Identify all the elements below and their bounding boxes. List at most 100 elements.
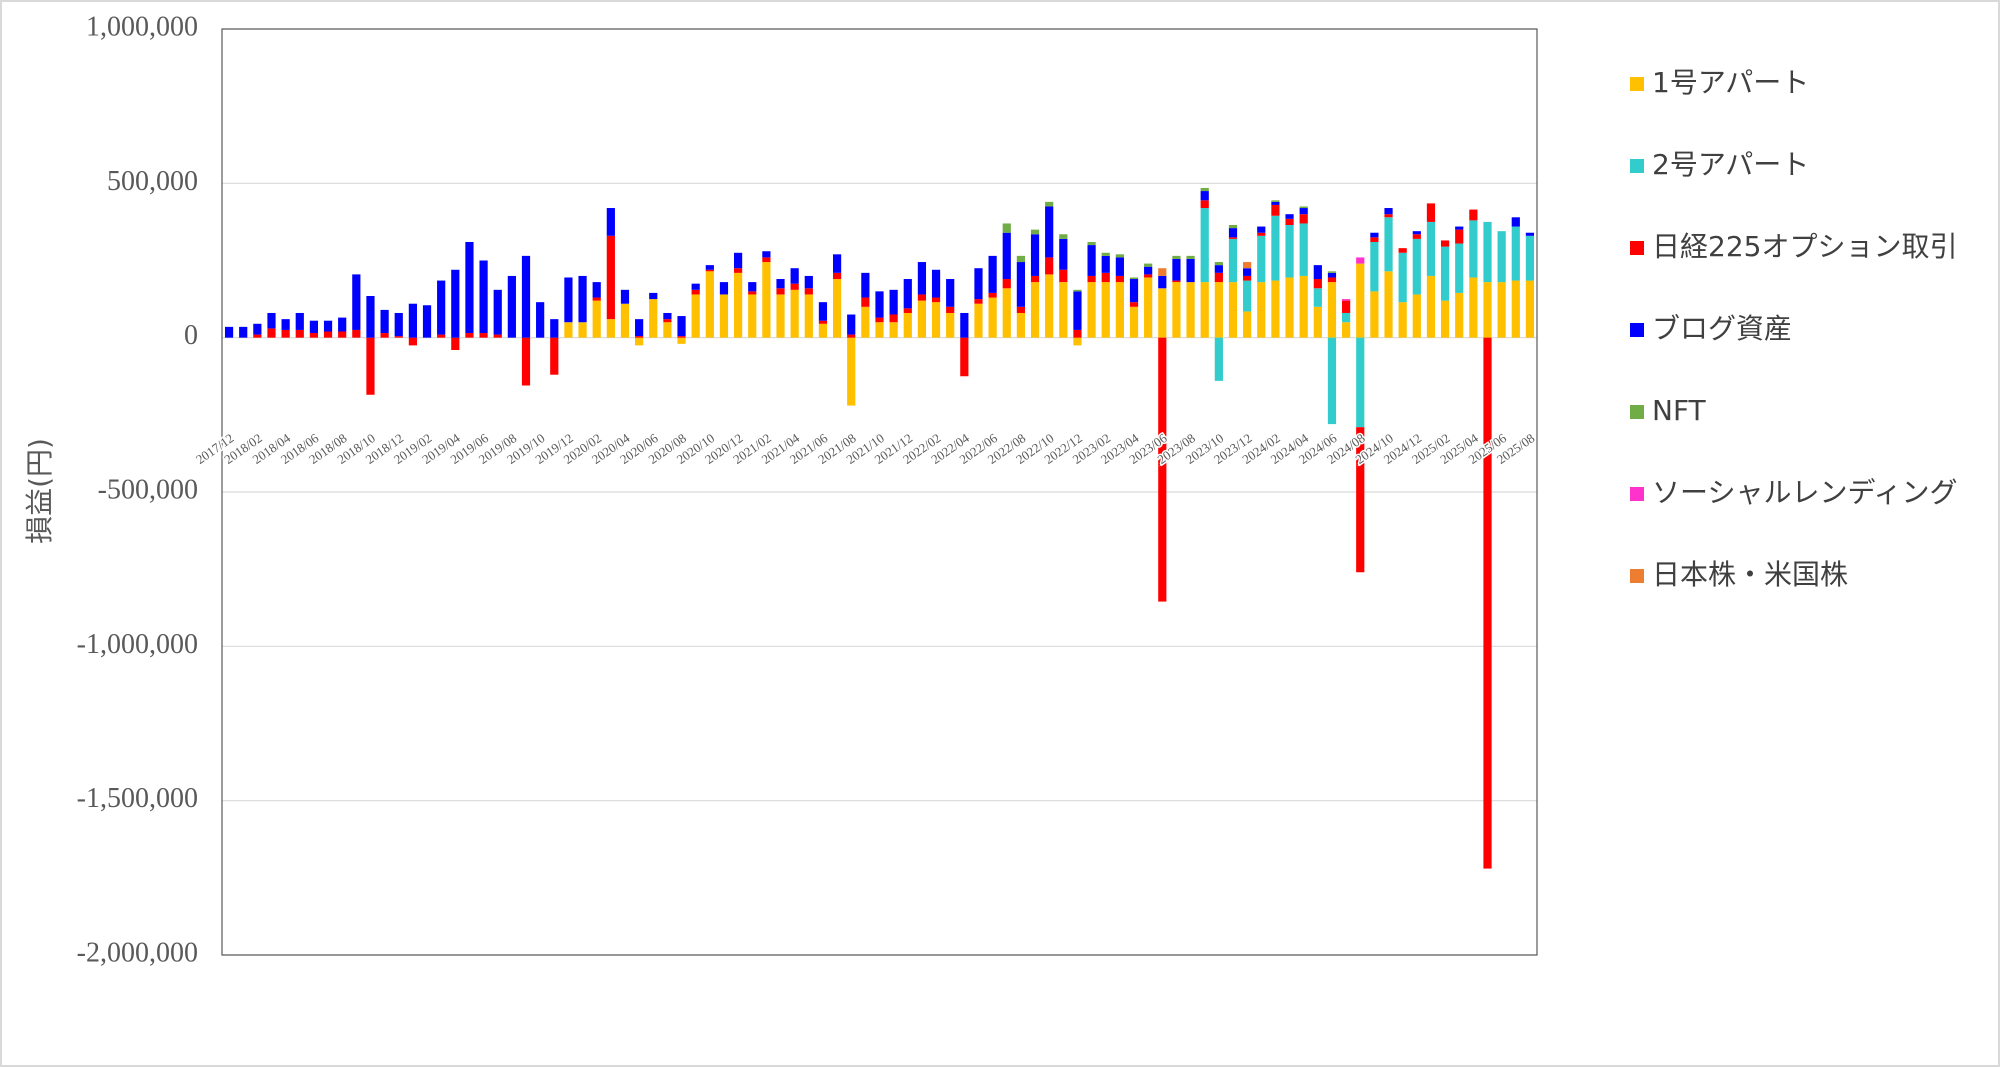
bar-segment (1073, 289, 1082, 292)
bar-segment (592, 300, 601, 338)
bar-segment (734, 272, 743, 338)
bar-segment (394, 312, 403, 337)
bar-segment (1356, 257, 1365, 264)
bar-segment (1087, 241, 1096, 246)
legend-label: 日本株・米国株 (1652, 558, 1848, 591)
bar-segment (1073, 337, 1082, 346)
bar-segment (253, 323, 262, 335)
bar-segment (620, 289, 630, 304)
bar-segment (974, 303, 983, 338)
bar-segment (1002, 232, 1011, 280)
bar-segment (620, 303, 630, 338)
bar-segment (917, 262, 927, 295)
bar-segment (1342, 300, 1351, 313)
legend-swatch (1630, 77, 1644, 91)
bar-segment (1412, 238, 1421, 295)
legend-swatch (1630, 323, 1644, 337)
bar-segment (1299, 223, 1308, 276)
bar-segment (1045, 206, 1054, 258)
bar-segment (1398, 302, 1407, 338)
bar-segment (521, 255, 531, 338)
bar-segment (762, 262, 771, 338)
bar-segment (1030, 275, 1040, 283)
bar-segment (677, 337, 686, 344)
bar-segment (1186, 282, 1195, 338)
bar-segment (606, 319, 615, 338)
bar-segment (1271, 200, 1280, 202)
bar-segment (875, 291, 884, 318)
bar-segment (1327, 277, 1337, 283)
bar-segment (1059, 269, 1068, 283)
bar-segment (804, 275, 813, 289)
bar-segment (1384, 214, 1393, 218)
bar-segment (1243, 280, 1252, 312)
bar-segment (1045, 257, 1054, 275)
y-tick-label: -500,000 (98, 474, 198, 505)
bar-segment (1129, 306, 1139, 338)
bar-segment (1426, 221, 1436, 276)
bar-segment (832, 272, 842, 280)
bar-segment (1497, 282, 1506, 338)
bar-segment (988, 292, 997, 298)
bar-segment (1299, 206, 1308, 209)
bar-segment (309, 320, 319, 334)
bar-segment (1455, 226, 1464, 230)
legend-swatch (1630, 241, 1644, 255)
legend-swatch (1630, 487, 1644, 501)
bar-segment (507, 275, 516, 338)
bar-segment (1087, 275, 1096, 283)
bar-segment (1412, 234, 1421, 239)
bar-segment (1511, 217, 1520, 227)
bar-segment (748, 294, 757, 338)
bar-segment (1299, 275, 1308, 338)
bar-segment (1455, 243, 1464, 293)
bar-segment (1045, 274, 1054, 338)
bar-segment (1384, 208, 1393, 215)
bar-segment (988, 297, 997, 338)
legend-label: 1号アパート (1652, 66, 1809, 99)
bar-segment (451, 269, 460, 338)
bar-segment (861, 306, 870, 338)
bar-segment (677, 336, 686, 338)
bar-segment (875, 317, 884, 323)
bar-segment (635, 337, 644, 346)
bar-segment (1016, 312, 1025, 338)
bar-segment (1440, 300, 1450, 338)
bar-segment (917, 300, 927, 338)
bar-segment (1511, 280, 1520, 338)
legend-swatch (1630, 159, 1644, 173)
bar-segment (1214, 337, 1223, 381)
bar-segment (1200, 282, 1209, 338)
bar-segment (1243, 268, 1252, 276)
bar-segment (1200, 187, 1209, 192)
bar-segment (1398, 248, 1407, 253)
bar-segment (917, 294, 927, 301)
bar-segment (1115, 275, 1124, 283)
bar-segment (804, 294, 813, 338)
bar-segment (281, 329, 290, 338)
bar-segment (1455, 292, 1464, 338)
bar-segment (1243, 275, 1252, 281)
bar-segment (1327, 337, 1337, 425)
bar-segment (1370, 232, 1379, 238)
bar-segment (1483, 221, 1492, 283)
legend-label: ブログ資産 (1652, 312, 1792, 345)
bar-segment (1356, 337, 1365, 428)
bar-segment (1129, 302, 1139, 307)
bar-segment (1214, 282, 1223, 338)
bar-segment (1101, 255, 1110, 273)
bar-segment (1228, 228, 1238, 238)
y-tick-label: -1,000,000 (77, 629, 198, 660)
bar-segment (338, 331, 347, 338)
bar-segment (1016, 255, 1025, 263)
bar-segment (1158, 288, 1167, 338)
bar-segment (1002, 288, 1011, 338)
bar-segment (1257, 282, 1266, 338)
bar-segment (790, 283, 799, 290)
bar-segment (960, 312, 969, 338)
bar-segment (818, 302, 828, 321)
bar-segment (1469, 220, 1478, 278)
